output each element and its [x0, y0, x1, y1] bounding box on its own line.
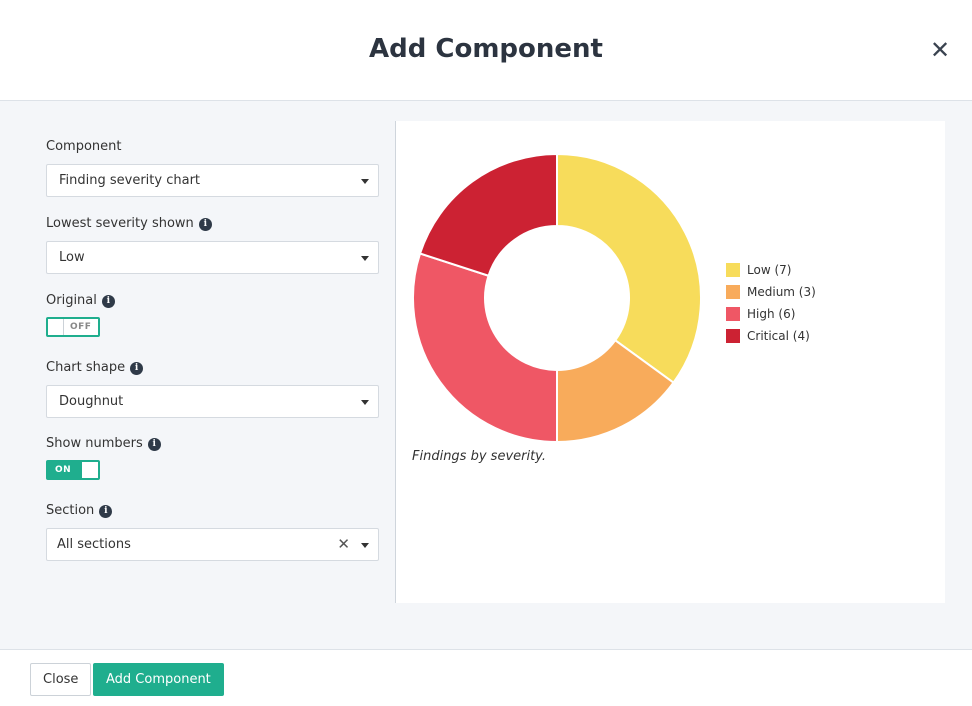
section-select[interactable]: All sections ✕: [46, 528, 379, 561]
legend-item[interactable]: High (6): [726, 303, 816, 325]
section-select-value: All sections: [57, 537, 131, 552]
info-icon[interactable]: i: [198, 217, 212, 231]
show-numbers-label: Show numbers i: [46, 433, 379, 455]
chart-caption: Findings by severity.: [412, 449, 546, 464]
caret-down-icon: [361, 256, 369, 261]
doughnut-slice-high[interactable]: [412, 252, 558, 444]
lowest-severity-select[interactable]: Low: [46, 241, 379, 274]
info-icon[interactable]: i: [99, 504, 113, 518]
close-button[interactable]: Close: [30, 663, 92, 696]
caret-down-icon: [361, 179, 369, 184]
toggle-knob: [82, 462, 98, 478]
legend-label: Medium (3): [747, 285, 816, 299]
toggle-state: OFF: [70, 322, 92, 332]
chart-preview: Low (7) Medium (3) High (6) Critical (4) Fi…: [396, 121, 945, 603]
show-numbers-toggle[interactable]: ON: [46, 460, 100, 480]
legend-swatch: [726, 329, 740, 343]
lowest-severity-label: Lowest severity shown i: [46, 213, 379, 235]
legend-label: Low (7): [747, 263, 792, 277]
doughnut-slice-low[interactable]: [556, 152, 702, 385]
add-component-button[interactable]: Add Component: [93, 663, 224, 696]
info-icon[interactable]: i: [130, 361, 144, 375]
original-toggle[interactable]: OFF: [46, 317, 100, 337]
caret-down-icon: [361, 400, 369, 405]
chart-shape-label: Chart shape i: [46, 357, 379, 379]
chart-shape-value: Doughnut: [59, 394, 124, 409]
modal-footer: Close Add Component: [0, 649, 972, 706]
legend-swatch: [726, 263, 740, 277]
legend-swatch: [726, 285, 740, 299]
legend-swatch: [726, 307, 740, 321]
component-select-value: Finding severity chart: [59, 173, 201, 188]
legend-label: High (6): [747, 307, 796, 321]
preview-divider: [395, 121, 396, 603]
doughnut-chart: [412, 152, 702, 444]
legend-item[interactable]: Low (7): [726, 259, 816, 281]
section-label: Section i: [46, 500, 379, 522]
modal-header: Add Component ✕: [0, 0, 972, 101]
lowest-severity-value: Low: [59, 250, 85, 265]
clear-icon[interactable]: ✕: [337, 535, 350, 553]
toggle-knob: [48, 319, 64, 335]
doughnut-slice-critical[interactable]: [418, 152, 558, 278]
legend-item[interactable]: Medium (3): [726, 281, 816, 303]
component-label: Component: [46, 139, 122, 154]
chart-legend: Low (7) Medium (3) High (6) Critical (4): [726, 259, 816, 347]
caret-down-icon: [361, 543, 369, 548]
original-label: Original i: [46, 290, 379, 312]
component-select[interactable]: Finding severity chart: [46, 164, 379, 197]
info-icon[interactable]: i: [101, 294, 115, 308]
legend-item[interactable]: Critical (4): [726, 325, 816, 347]
info-icon[interactable]: i: [147, 437, 161, 451]
component-form: Component Finding severity chart Lowest …: [46, 136, 379, 561]
chart-shape-select[interactable]: Doughnut: [46, 385, 379, 418]
toggle-state: ON: [55, 465, 72, 475]
modal-title: Add Component: [369, 34, 603, 64]
legend-label: Critical (4): [747, 329, 810, 343]
close-icon[interactable]: ✕: [929, 36, 951, 64]
